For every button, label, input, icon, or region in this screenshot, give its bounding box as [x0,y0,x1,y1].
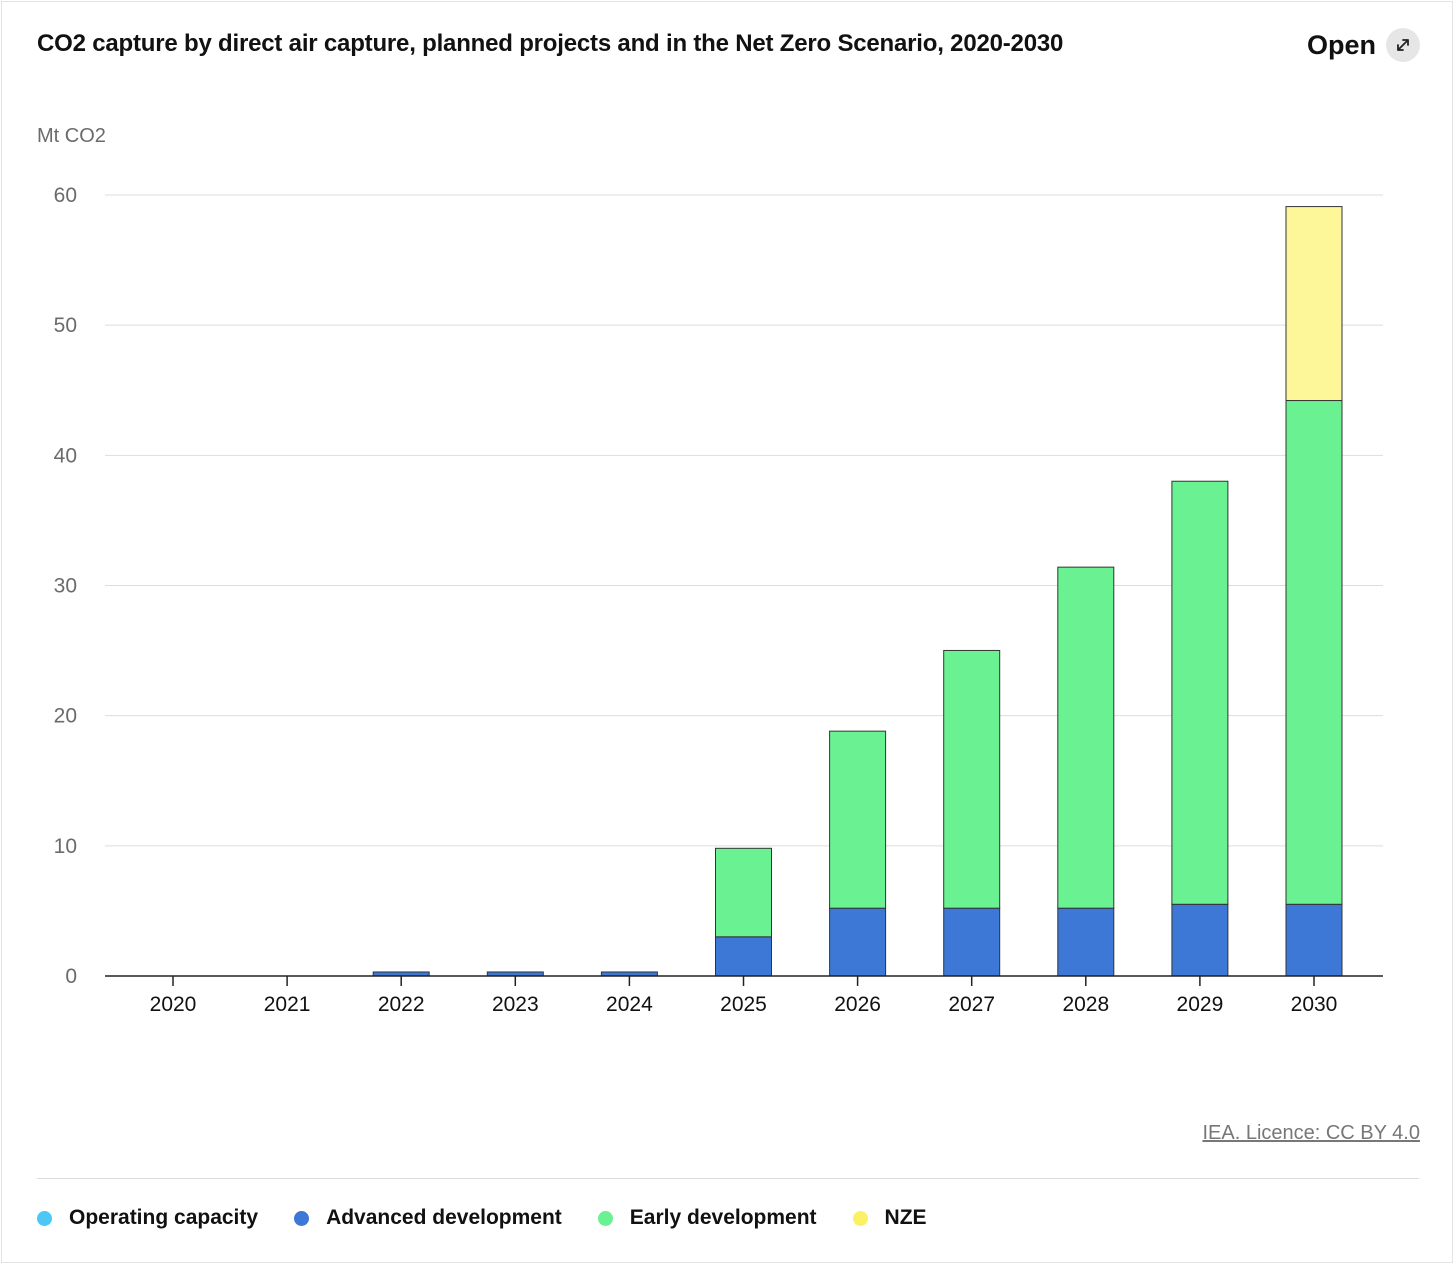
licence-link[interactable]: IEA. Licence: CC BY 4.0 [1202,1122,1420,1144]
x-tick-label: 2021 [264,993,311,1016]
x-tick-label: 2023 [492,993,539,1016]
bar-early-development-2025 [715,847,772,938]
y-tick-label: 50 [54,314,77,337]
bar-advanced-development-2029 [1171,903,1229,977]
open-label: Open [1306,29,1376,60]
y-tick-label: 30 [54,575,77,598]
x-tick-label: 2024 [606,993,653,1016]
legend-item-advanced-development[interactable]: Advanced development [294,1206,562,1230]
x-tick-label: 2026 [834,993,881,1016]
bar-nze-2030 [1285,206,1343,402]
y-tick-label: 20 [54,705,77,728]
open-button[interactable]: Open [1307,28,1420,62]
legend-label: Operating capacity [69,1206,259,1229]
x-tick-label: 2028 [1062,993,1109,1016]
legend-label: Advanced development [326,1206,562,1229]
legend-dot [294,1210,310,1226]
bar-advanced-development-2027 [943,907,1001,977]
legend-dot [37,1210,52,1226]
chart-title: CO2 capture by direct air capture, plann… [37,30,1064,57]
legend-label: NZE [884,1206,927,1229]
bar-early-development-2029 [1171,480,1229,905]
bar-early-development-2026 [829,730,887,909]
x-tick-label: 2030 [1291,993,1338,1016]
legend-dot [852,1210,868,1226]
legend-dot [597,1210,613,1226]
bar-advanced-development-2025 [715,936,772,977]
divider [37,1178,1419,1179]
x-tick-label: 2025 [720,993,767,1016]
x-tick-label: 2029 [1177,993,1224,1016]
y-tick-label: 0 [65,965,77,988]
x-tick-label: 2022 [378,993,425,1016]
legend-label: Early development [629,1206,817,1229]
bar-advanced-development-2030 [1285,903,1343,977]
chart-legend: Operating capacity Advanced development Ea… [37,1206,963,1230]
expand-icon [1386,28,1420,62]
y-tick-label: 60 [54,184,77,207]
bar-advanced-development-2026 [829,907,887,977]
bar-early-development-2027 [943,649,1001,909]
bar-early-development-2028 [1057,566,1115,909]
x-tick-label: 2020 [150,993,197,1016]
x-tick-label: 2027 [948,993,995,1016]
y-tick-label: 10 [54,835,77,858]
bar-advanced-development-2028 [1057,907,1115,977]
y-axis-label: Mt CO2 [37,125,106,147]
bar-early-development-2030 [1285,400,1343,905]
y-tick-label: 40 [54,444,77,467]
legend-item-operating-capacity[interactable]: Operating capacity [37,1206,258,1230]
legend-item-nze[interactable]: NZE [852,1206,927,1230]
legend-item-early-development[interactable]: Early development [597,1206,817,1230]
